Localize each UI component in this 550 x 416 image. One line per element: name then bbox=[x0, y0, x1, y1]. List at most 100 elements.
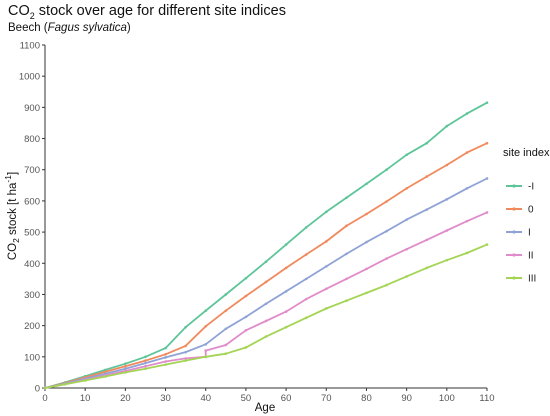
data-point bbox=[425, 175, 429, 178]
data-point bbox=[264, 302, 268, 306]
data-point bbox=[284, 243, 288, 246]
data-point bbox=[124, 367, 127, 370]
data-point bbox=[425, 238, 429, 242]
data-point bbox=[164, 356, 167, 359]
x-axis-title: Age bbox=[255, 402, 275, 414]
x-tick-label: 80 bbox=[361, 393, 372, 404]
y-title-subscript: 2 bbox=[11, 238, 21, 243]
data-point bbox=[103, 375, 107, 378]
data-point bbox=[465, 112, 469, 115]
data-point bbox=[63, 382, 67, 386]
data-point bbox=[264, 280, 268, 284]
x-tick-label: 100 bbox=[439, 393, 455, 404]
y-title-close: ] bbox=[7, 172, 19, 175]
data-point bbox=[425, 266, 429, 270]
y-tick-label: 300 bbox=[24, 290, 40, 301]
subtitle-close: ) bbox=[126, 22, 131, 34]
data-point bbox=[405, 218, 408, 221]
data-point bbox=[365, 182, 368, 186]
data-point bbox=[345, 224, 348, 228]
data-point bbox=[465, 251, 469, 255]
data-point bbox=[324, 210, 328, 214]
data-point bbox=[324, 265, 328, 268]
data-point bbox=[365, 267, 368, 271]
data-point bbox=[224, 293, 228, 296]
y-tick-label: 1000 bbox=[19, 72, 40, 83]
data-point bbox=[465, 219, 469, 223]
data-point bbox=[224, 327, 228, 331]
data-point bbox=[425, 208, 429, 211]
y-tick-label: 700 bbox=[24, 165, 40, 176]
legend-label-I: I bbox=[528, 228, 531, 239]
data-point bbox=[244, 315, 248, 319]
y-tick-label: 800 bbox=[24, 134, 40, 145]
x-tick-label: 30 bbox=[160, 393, 171, 404]
data-point bbox=[445, 258, 449, 262]
axes-layer: 0 10 20 30 40 50 60 70 80 90 100 110010020030040050… bbox=[19, 41, 495, 405]
data-point bbox=[224, 343, 228, 347]
y-title-text: CO bbox=[7, 243, 19, 260]
series-layer bbox=[43, 101, 489, 390]
data-point bbox=[365, 291, 368, 295]
data-point bbox=[124, 364, 127, 368]
data-point bbox=[244, 276, 248, 280]
data-point bbox=[304, 316, 308, 320]
data-point bbox=[144, 364, 147, 368]
data-point bbox=[184, 350, 187, 354]
data-point bbox=[144, 359, 147, 362]
data-point bbox=[103, 368, 107, 372]
data-point bbox=[124, 371, 127, 374]
data-point bbox=[485, 177, 489, 180]
data-point bbox=[284, 310, 288, 313]
title-text: CO bbox=[8, 3, 30, 19]
series-line-0 bbox=[44, 142, 488, 389]
subtitle-text: Beech ( bbox=[8, 22, 48, 34]
data-point bbox=[345, 277, 348, 281]
title-text-rest: stock over age for different site indice… bbox=[34, 3, 286, 19]
data-point bbox=[485, 141, 489, 145]
data-point bbox=[144, 355, 147, 359]
data-point bbox=[184, 359, 187, 362]
data-point bbox=[405, 187, 408, 190]
data-point bbox=[164, 363, 167, 366]
series-line--I bbox=[44, 101, 488, 389]
legend-label-0: 0 bbox=[528, 205, 534, 216]
legend-key-point bbox=[512, 230, 516, 234]
legend-key-point bbox=[512, 253, 516, 257]
data-point bbox=[324, 287, 328, 291]
data-point bbox=[445, 124, 449, 128]
data-point bbox=[465, 187, 469, 190]
data-point bbox=[405, 153, 408, 157]
data-point bbox=[164, 360, 167, 363]
data-point bbox=[83, 379, 87, 382]
legend-label-III: III bbox=[528, 274, 536, 285]
data-point bbox=[244, 346, 248, 349]
x-tick-label: 60 bbox=[281, 393, 292, 404]
data-point bbox=[43, 386, 47, 390]
y-title-superscript: -1 bbox=[3, 175, 13, 183]
data-point bbox=[405, 247, 408, 251]
data-point bbox=[184, 325, 187, 329]
data-point bbox=[224, 352, 228, 356]
subtitle-species: Fagus sylvatica bbox=[47, 22, 127, 34]
data-point bbox=[365, 240, 368, 244]
data-point bbox=[244, 329, 248, 332]
data-point bbox=[385, 229, 388, 233]
data-point bbox=[284, 325, 288, 329]
data-point bbox=[345, 299, 348, 302]
title-subscript: 2 bbox=[29, 10, 35, 21]
data-point bbox=[485, 243, 489, 246]
data-point bbox=[164, 353, 167, 356]
data-point bbox=[445, 229, 449, 232]
x-tick-label: 40 bbox=[200, 393, 211, 404]
data-point bbox=[304, 277, 308, 281]
data-point bbox=[304, 297, 308, 301]
legend-key-point bbox=[512, 184, 516, 188]
data-point bbox=[164, 346, 167, 350]
data-point bbox=[385, 257, 388, 260]
legend-key-point bbox=[512, 276, 516, 280]
data-point bbox=[324, 240, 328, 243]
data-point bbox=[485, 101, 489, 104]
data-point bbox=[304, 226, 308, 229]
